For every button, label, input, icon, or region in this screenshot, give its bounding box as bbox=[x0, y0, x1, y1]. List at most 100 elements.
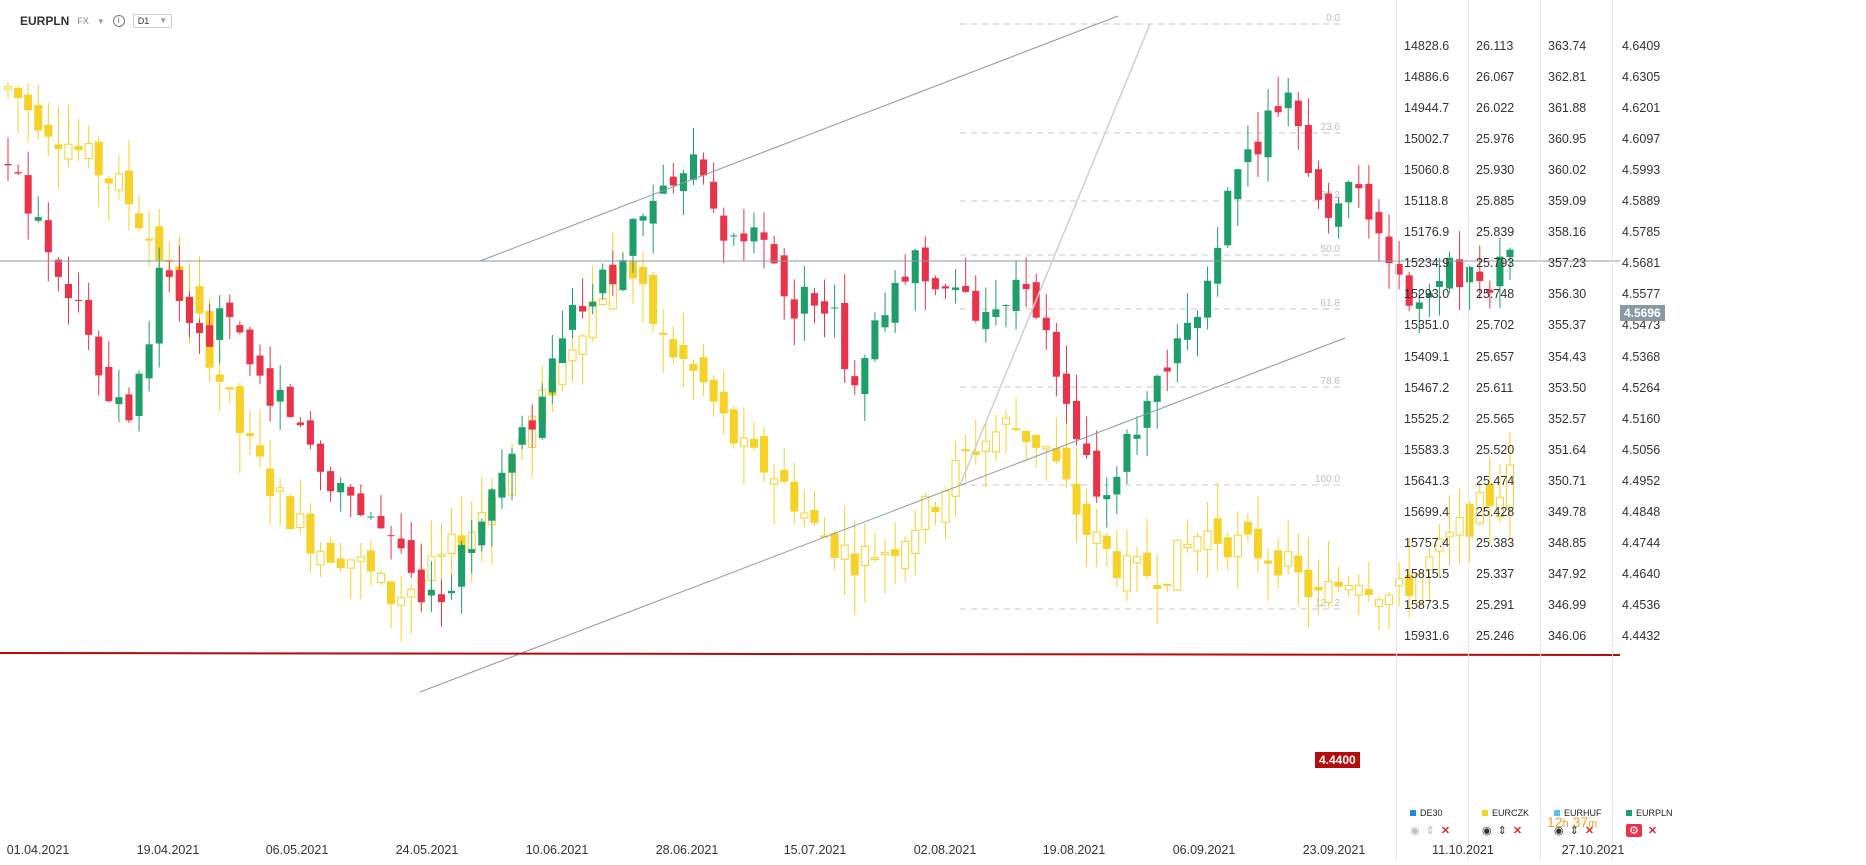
eurczk-candle-body bbox=[649, 275, 658, 324]
upper-channel-line bbox=[479, 15, 1119, 262]
time-axis-label: 15.07.2021 bbox=[783, 843, 847, 857]
price-scale-label: 25.976 bbox=[1476, 132, 1515, 147]
eye-icon[interactable]: ◉ bbox=[1482, 825, 1492, 837]
close-icon[interactable]: ✕ bbox=[1512, 825, 1523, 837]
eurczk-candle-body bbox=[1314, 586, 1323, 591]
price-scale-label: 4.6201 bbox=[1622, 101, 1661, 116]
eurczk-candle-body bbox=[719, 391, 728, 414]
price-scale-label: 26.113 bbox=[1476, 39, 1514, 53]
eurczk-candle-body bbox=[760, 436, 769, 473]
eurczk-candle-body bbox=[296, 513, 305, 529]
price-scale-label: 15873.5 bbox=[1404, 597, 1450, 612]
eurpln-candle-body bbox=[609, 264, 617, 285]
up-down-arrows-icon[interactable]: ⇕ bbox=[1569, 825, 1579, 837]
eurczk-candle-body bbox=[366, 550, 375, 572]
current-price-tag: 4.5696 bbox=[1620, 305, 1665, 321]
eurczk-candle-body bbox=[255, 445, 265, 457]
time-axis-label: 28.06.2021 bbox=[655, 843, 719, 857]
price-scale-label: 4.5889 bbox=[1622, 194, 1661, 209]
eurpln-candle-body bbox=[1496, 256, 1504, 287]
eurpln-candle-body bbox=[286, 386, 294, 417]
price-scale-label: 346.06 bbox=[1548, 628, 1587, 643]
eurpln-candle-body bbox=[992, 309, 1000, 317]
legend-item-eurczk[interactable]: EURCZK bbox=[1482, 808, 1529, 818]
price-scale-label: 346.99 bbox=[1548, 597, 1587, 612]
up-down-arrows-icon[interactable]: ⇕ bbox=[1497, 825, 1507, 837]
eurpln-candle-body bbox=[841, 302, 849, 370]
info-icon[interactable]: i bbox=[112, 15, 125, 27]
eurpln-candle-body bbox=[1073, 400, 1081, 440]
close-icon[interactable]: ✕ bbox=[1584, 825, 1595, 837]
eurczk-candle-body bbox=[1072, 483, 1081, 515]
eurpln-candle-body bbox=[1445, 257, 1454, 289]
eurpln-candle-body bbox=[1052, 331, 1060, 377]
symbol-name[interactable]: EURPLN bbox=[20, 14, 70, 28]
time-axis-label: 01.04.2021 bbox=[6, 843, 70, 857]
eurpln-candle-body bbox=[1405, 275, 1413, 306]
price-scale-label: 4.5160 bbox=[1622, 411, 1661, 426]
eurczk-candle-body bbox=[266, 468, 275, 497]
eurczk-candle-body bbox=[981, 440, 990, 452]
eurczk-candle-body bbox=[326, 542, 335, 563]
eurczk-candle-body bbox=[397, 597, 406, 606]
legend-item-eurhuf[interactable]: EURHUF bbox=[1554, 808, 1602, 818]
eurpln-candle-body bbox=[982, 311, 990, 330]
price-scale-label: 348.85 bbox=[1548, 535, 1587, 550]
eurpln-candle-body bbox=[1113, 476, 1121, 495]
eurczk-candle-body bbox=[1223, 537, 1232, 558]
eurczk-candle-body bbox=[286, 496, 295, 530]
eurpln-candle-body bbox=[1012, 279, 1020, 311]
eurczk-candle-body bbox=[1062, 447, 1071, 480]
eurpln-candle-body bbox=[629, 218, 637, 256]
price-scale-label: 4.6097 bbox=[1622, 132, 1661, 147]
eurczk-candle-body bbox=[1425, 556, 1434, 571]
price-scale-label: 359.09 bbox=[1548, 194, 1587, 209]
eurczk-candle-body bbox=[830, 533, 839, 558]
legend-item-de30[interactable]: DE30 bbox=[1410, 808, 1443, 818]
eurpln-candle-body bbox=[1062, 373, 1070, 404]
price-scale-label: 355.37 bbox=[1548, 318, 1587, 333]
price-scale-label: 25.565 bbox=[1476, 411, 1515, 426]
timeframe-select[interactable]: D1 ▼ bbox=[132, 14, 173, 28]
price-scale-label: 360.95 bbox=[1548, 132, 1587, 147]
eurczk-candle-body bbox=[1153, 584, 1162, 590]
eurczk-candle-body bbox=[1243, 521, 1252, 535]
eurczk-candle-body bbox=[54, 144, 63, 150]
time-axis-label: 19.04.2021 bbox=[136, 843, 200, 857]
time-axis-label: 23.09.2021 bbox=[1302, 843, 1366, 857]
eurczk-candle-body bbox=[850, 553, 859, 576]
eurczk-candle-body bbox=[316, 550, 325, 566]
eurpln-candle-body bbox=[1345, 181, 1353, 203]
eurpln-candle-body bbox=[226, 302, 234, 318]
price-scale-label: 15467.2 bbox=[1404, 380, 1450, 395]
eurpln-candle-body bbox=[1183, 322, 1191, 340]
eurpln-candle-body bbox=[931, 278, 939, 290]
settings-icon[interactable]: ⚙ bbox=[1626, 824, 1642, 837]
price-scale-label: 4.5785 bbox=[1622, 225, 1661, 240]
eurpln-candle-body bbox=[1365, 183, 1373, 220]
eurpln-candle-body bbox=[1385, 236, 1393, 264]
time-axis-label: 10.06.2021 bbox=[525, 843, 589, 857]
eurpln-candle-body bbox=[54, 259, 62, 277]
eurpln-candle-body bbox=[1304, 124, 1312, 174]
close-icon[interactable]: ✕ bbox=[1440, 825, 1451, 837]
eurpln-candle-body bbox=[740, 233, 748, 242]
eurczk-candles bbox=[3, 82, 1515, 643]
eurczk-candle-body bbox=[1042, 446, 1051, 450]
price-scale-label: 15351.0 bbox=[1404, 318, 1450, 333]
price-scale-label: 15002.7 bbox=[1404, 132, 1450, 147]
close-icon[interactable]: ✕ bbox=[1647, 825, 1658, 837]
up-down-arrows-icon[interactable]: ⇕ bbox=[1425, 825, 1435, 837]
eurczk-candle-body bbox=[1233, 534, 1242, 558]
eye-icon[interactable]: ◉ bbox=[1554, 825, 1564, 837]
eurpln-candle-body bbox=[962, 286, 970, 292]
eurpln-candle-body bbox=[266, 368, 274, 406]
eurpln-candle-body bbox=[306, 420, 314, 445]
legend-item-eurpln[interactable]: EURPLN bbox=[1626, 808, 1673, 818]
chevron-down-icon[interactable]: ▼ bbox=[96, 16, 105, 26]
eurpln-candle-body bbox=[1153, 375, 1161, 402]
eye-icon[interactable]: ◉ bbox=[1410, 825, 1420, 837]
fibonacci-level-label: 61.8 bbox=[1321, 298, 1341, 309]
eurpln-candle-body bbox=[1143, 400, 1151, 428]
